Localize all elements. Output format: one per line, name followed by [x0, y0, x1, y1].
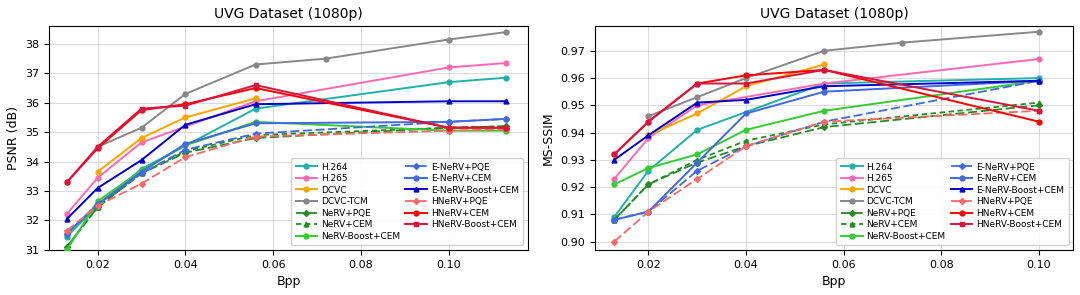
- Y-axis label: PSNR (dB): PSNR (dB): [6, 106, 19, 170]
- Title: UVG Dataset (1080p): UVG Dataset (1080p): [214, 7, 363, 21]
- Legend: H.264, H.265, DCVC, DCVC-TCM, NeRV+PQE, NeRV+CEM, NeRV-Boost+CEM, E-NeRV+PQE, E-: H.264, H.265, DCVC, DCVC-TCM, NeRV+PQE, …: [291, 158, 523, 245]
- Legend: H.264, H.265, DCVC, DCVC-TCM, NeRV+PQE, NeRV+CEM, NeRV-Boost+CEM, E-NeRV+PQE, E-: H.264, H.265, DCVC, DCVC-TCM, NeRV+PQE, …: [836, 158, 1068, 245]
- Y-axis label: MS-SSIM: MS-SSIM: [541, 111, 554, 165]
- Title: UVG Dataset (1080p): UVG Dataset (1080p): [759, 7, 908, 21]
- X-axis label: Bpp: Bpp: [822, 275, 846, 288]
- X-axis label: Bpp: Bpp: [276, 275, 300, 288]
